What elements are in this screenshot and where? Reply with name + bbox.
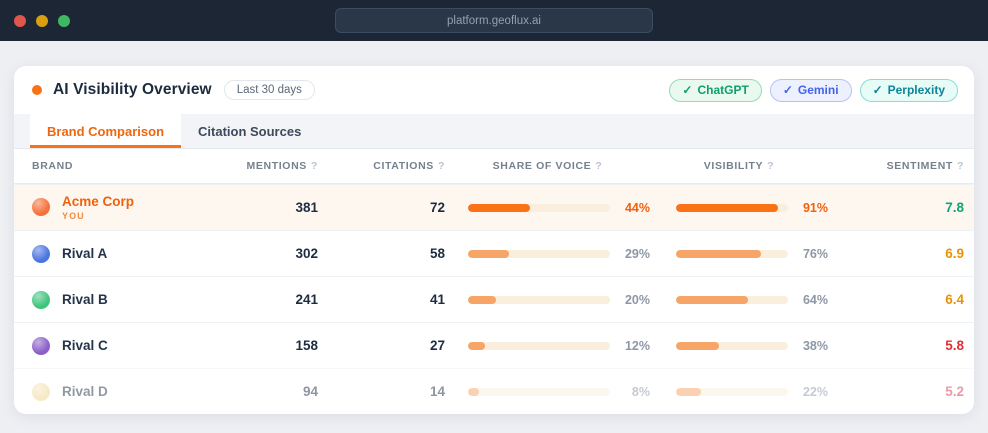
brand-avatar (32, 336, 50, 355)
table-header-row: BRAND MENTIONS? CITATIONS? SHARE OF VOIC… (14, 149, 974, 184)
brand-name: Rival D (62, 383, 108, 399)
share-of-voice-bar (468, 249, 610, 258)
chatgpt-badge[interactable]: ✓ ChatGPT (669, 78, 762, 102)
share-of-voice-value: 29% (624, 246, 650, 261)
column-header-brand: BRAND (32, 160, 74, 172)
maximize-window-icon[interactable] (58, 14, 70, 27)
visibility-bar (676, 249, 788, 258)
visibility-value: 64% (802, 292, 828, 307)
sentiment-value: 5.2 (945, 384, 964, 399)
ai-visibility-card: AI Visibility Overview Last 30 days ✓ Ch… (14, 66, 974, 414)
visibility-value: 38% (802, 338, 828, 353)
visibility-bar (676, 203, 788, 212)
table-row[interactable]: Rival D 94 14 8% 22% 5.2 (14, 368, 974, 414)
visibility-bar (676, 341, 788, 350)
mentions-value: 302 (295, 246, 318, 261)
card-header: AI Visibility Overview Last 30 days ✓ Ch… (14, 66, 974, 114)
visibility-value: 76% (802, 246, 828, 261)
window-controls (14, 14, 70, 27)
share-of-voice-bar (468, 203, 610, 212)
close-window-icon[interactable] (14, 14, 26, 27)
brand-name: Rival B (62, 291, 108, 307)
badge-label: Gemini (797, 83, 839, 97)
tab-brand-comparison[interactable]: Brand Comparison (30, 114, 182, 148)
badge-label: Perplexity (887, 83, 945, 97)
help-icon[interactable]: ? (310, 160, 318, 172)
share-of-voice-bar (468, 387, 610, 396)
share-of-voice-value: 20% (624, 292, 650, 307)
share-of-voice-bar (468, 295, 610, 304)
mentions-value: 158 (295, 338, 318, 353)
check-icon: ✓ (682, 83, 693, 97)
help-icon[interactable]: ? (437, 160, 445, 172)
tab-citation-sources[interactable]: Citation Sources (198, 123, 302, 139)
help-icon[interactable]: ? (956, 160, 964, 172)
check-icon: ✓ (782, 83, 793, 97)
brand-name: Rival A (62, 245, 108, 261)
mentions-value: 94 (302, 384, 318, 399)
page-title: AI Visibility Overview (53, 81, 212, 98)
column-header-visibility: VISIBILITY? (703, 160, 775, 172)
sentiment-value: 6.4 (945, 292, 964, 307)
brand-avatar (32, 198, 50, 217)
citations-value: 58 (429, 246, 445, 261)
visibility-value: 22% (802, 384, 828, 399)
mentions-value: 381 (295, 200, 318, 215)
citations-value: 41 (429, 292, 445, 307)
browser-titlebar: platform.geoflux.ai (0, 0, 988, 41)
table-row[interactable]: Rival B 241 41 20% 64% 6.4 (14, 276, 974, 322)
check-icon: ✓ (872, 83, 883, 97)
brand-name: Rival C (62, 337, 108, 353)
table-row[interactable]: Rival A 302 58 29% 76% 6.9 (14, 230, 974, 276)
share-of-voice-value: 12% (624, 338, 650, 353)
column-header-sentiment: SENTIMENT? (886, 160, 964, 172)
help-icon[interactable]: ? (767, 160, 775, 172)
badge-label: ChatGPT (697, 83, 749, 97)
share-of-voice-value: 44% (624, 200, 650, 215)
visibility-value: 91% (802, 200, 828, 215)
sentiment-value: 6.9 (945, 246, 964, 261)
column-header-share-of-voice: SHARE OF VOICE? (492, 160, 603, 172)
tab-bar: Brand Comparison Citation Sources (14, 114, 974, 149)
column-header-mentions: MENTIONS? (246, 160, 318, 172)
share-of-voice-bar (468, 341, 610, 350)
column-header-citations: CITATIONS? (373, 160, 445, 172)
brand-avatar (32, 244, 50, 263)
title-dot-icon (32, 85, 42, 95)
sentiment-value: 7.8 (945, 200, 964, 215)
visibility-bar (676, 387, 788, 396)
brand-name: Acme Corp (62, 194, 135, 210)
sentiment-value: 5.8 (945, 338, 964, 353)
citations-value: 14 (429, 384, 445, 399)
brand-avatar (32, 290, 50, 309)
gemini-badge[interactable]: ✓ Gemini (769, 78, 852, 102)
minimize-window-icon[interactable] (36, 14, 48, 27)
table-row[interactable]: Acme Corp YOU 381 72 44% 91% 7.8 (14, 184, 974, 230)
citations-value: 27 (429, 338, 445, 353)
address-bar[interactable]: platform.geoflux.ai (335, 8, 653, 33)
visibility-bar (676, 295, 788, 304)
you-badge: YOU (62, 210, 85, 221)
citations-value: 72 (429, 200, 445, 215)
perplexity-badge[interactable]: ✓ Perplexity (859, 78, 958, 102)
help-icon[interactable]: ? (595, 160, 603, 172)
date-range-pill[interactable]: Last 30 days (223, 80, 315, 100)
table-row[interactable]: Rival C 158 27 12% 38% 5.8 (14, 322, 974, 368)
share-of-voice-value: 8% (631, 384, 650, 399)
brand-avatar (32, 382, 50, 401)
mentions-value: 241 (295, 292, 318, 307)
engine-badges: ✓ ChatGPT ✓ Gemini ✓ Perplexity (669, 78, 958, 102)
